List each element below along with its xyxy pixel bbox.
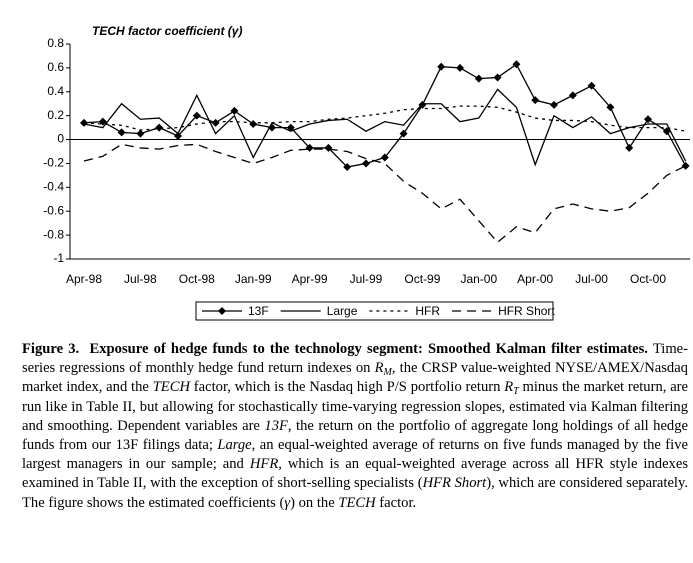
marker <box>681 161 690 170</box>
caption-text: minus the market return, are run like in… <box>22 379 689 434</box>
caption-text: , which is an equal-weighted average acr… <box>22 456 689 492</box>
caption-text: R <box>374 360 384 377</box>
caption-text: Large <box>217 437 252 454</box>
caption-text: γ <box>284 494 291 511</box>
chart-title: TECH factor coefficient (γ) <box>92 24 242 38</box>
marker <box>531 96 540 105</box>
x-tick-label: Jan-99 <box>235 272 272 286</box>
legend-label: 13F <box>248 304 269 318</box>
marker <box>380 153 389 162</box>
marker <box>230 106 239 115</box>
marker <box>305 143 314 152</box>
y-tick-label: -0.6 <box>43 203 64 217</box>
x-tick-label: Jan-00 <box>460 272 497 286</box>
legend-label: HFR <box>415 304 440 318</box>
caption: Figure 3. Exposure of hedge funds to the… <box>22 340 688 513</box>
marker <box>456 63 464 72</box>
caption-text: , an equal-weighted average of returns o… <box>22 437 688 473</box>
caption-text: TECH <box>152 379 190 396</box>
marker <box>568 91 577 100</box>
marker <box>362 159 370 168</box>
caption-text: , the CRSP value-weighted NYSE/AMEX/Nasd… <box>22 360 688 396</box>
y-tick-label: 0.2 <box>47 108 64 122</box>
marker <box>174 131 182 140</box>
caption-text: T <box>513 386 519 398</box>
y-tick-label: -0.2 <box>43 156 64 170</box>
y-tick-label: -0.8 <box>43 227 64 241</box>
y-tick-label: 0.8 <box>47 36 64 50</box>
caption-text: TECH <box>338 494 376 511</box>
x-tick-label: Apr-99 <box>292 272 328 286</box>
caption-text: R <box>504 379 514 396</box>
marker <box>625 143 634 152</box>
caption-text: ) on the <box>290 494 339 511</box>
legend-label: Large <box>327 304 358 318</box>
series-line <box>83 143 686 244</box>
marker <box>192 111 201 120</box>
marker <box>136 129 145 138</box>
y-tick-label: 0 <box>57 132 64 146</box>
caption-body: Time-series regressions of monthly hedge… <box>22 341 688 511</box>
caption-text: 13F <box>264 417 288 434</box>
x-tick-label: Apr-98 <box>66 272 102 286</box>
marker <box>493 73 502 82</box>
x-tick-label: Jul-99 <box>350 272 383 286</box>
caption-text: Time-series regressions of monthly hedge… <box>22 341 689 377</box>
marker <box>399 129 408 138</box>
x-tick-label: Oct-99 <box>404 272 440 286</box>
caption-text: ), which are considered separately. The … <box>22 475 688 511</box>
marker <box>587 81 596 90</box>
series-line <box>83 88 687 167</box>
marker <box>437 62 446 71</box>
caption-text: , the return on the portfolio of aggrega… <box>22 417 688 454</box>
x-tick-label: Jul-00 <box>575 272 608 286</box>
marker <box>550 100 558 109</box>
caption-text: factor. <box>375 494 417 511</box>
marker <box>117 128 126 137</box>
caption-text: HFR Short <box>422 475 487 492</box>
y-tick-label: 0.6 <box>47 60 64 74</box>
marker <box>343 163 352 172</box>
y-tick-label: -0.4 <box>43 180 64 194</box>
legend: 13F Large HFR HFR Short <box>195 301 555 321</box>
marker <box>474 74 483 83</box>
caption-text: M <box>383 367 392 379</box>
legend-marker <box>218 307 226 315</box>
y-tick-label: -1 <box>53 251 64 265</box>
marker <box>606 103 615 112</box>
y-tick-label: 0.4 <box>47 84 64 98</box>
series-line <box>83 105 686 132</box>
marker <box>211 118 220 127</box>
marker <box>249 120 258 129</box>
legend-box <box>195 301 554 321</box>
x-tick-label: Oct-00 <box>630 272 666 286</box>
marker <box>644 115 652 124</box>
x-tick-label: Oct-98 <box>179 272 215 286</box>
marker <box>155 123 164 132</box>
chart: TECH factor coefficient (γ) 0.8 0.6 0.4 0.2… <box>43 24 690 321</box>
x-tick-label: Apr-00 <box>517 272 553 286</box>
x-tick-label: Jul-98 <box>124 272 157 286</box>
marker <box>512 60 521 69</box>
caption-label: Figure 3. <box>22 341 80 357</box>
series-line <box>83 63 687 168</box>
caption-text: factor, which is the Nasdaq high P/S por… <box>190 379 505 396</box>
caption-title: Exposure of hedge funds to the technolog… <box>89 341 648 357</box>
legend-label: HFR Short <box>498 304 555 318</box>
caption-text: HFR <box>249 456 279 473</box>
